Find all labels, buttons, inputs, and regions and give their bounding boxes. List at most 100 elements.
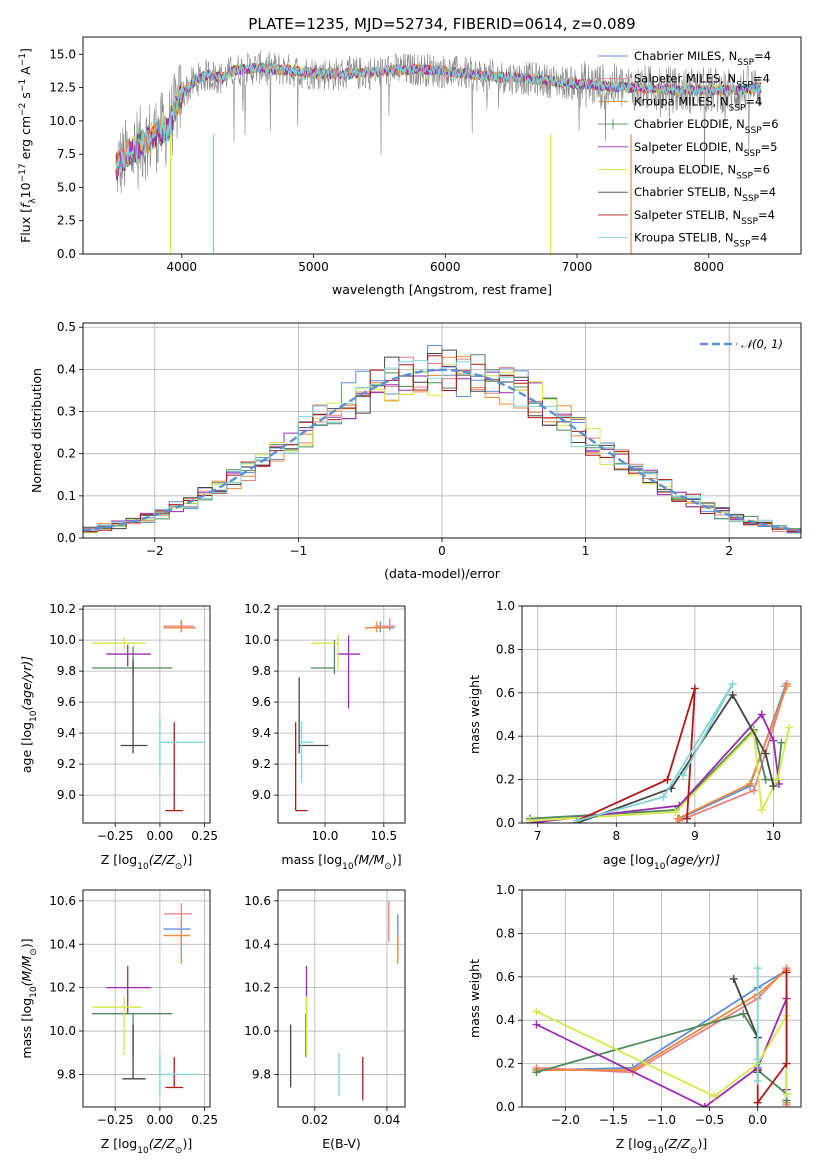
y-tick-label: 0.8 <box>496 926 515 940</box>
residuals-plot-area <box>83 345 801 534</box>
weight-marker <box>777 738 786 747</box>
weight_vs_Z-lines <box>532 964 791 1107</box>
x-tick-label: 8 <box>612 829 620 843</box>
figure-title: PLATE=1235, MJD=52734, FIBERID=0614, z=0… <box>248 15 635 33</box>
weight-marker <box>773 775 782 784</box>
legend-label-part: Kroupa STELIB, N <box>634 231 734 245</box>
legend-label-part: =6 <box>753 163 770 177</box>
legend-label-part: Kroupa MILES, N <box>634 94 729 108</box>
plot-layer: 4000 5000 6000 7000 80000.02.55.07.510.012.5… <box>18 36 802 1156</box>
legend-label: Chabrier ELODIE, NSSP=6 <box>634 117 779 136</box>
mass_vs_Z-xlabel: Z [log10(Z/Z⊙)] <box>101 1136 192 1156</box>
legend-label-part: Kroupa ELODIE, N <box>634 163 736 177</box>
legend-label-part: Salpeter STELIB, N <box>634 208 741 222</box>
legend-label-part: SSP <box>744 149 761 159</box>
y-tick-label: 0.8 <box>496 642 515 656</box>
y-tick-label: 10.2 <box>244 602 271 616</box>
x-tick-label: 7 <box>534 829 542 843</box>
model-spectrum-line <box>115 63 762 181</box>
y-tick-label: 0.6 <box>496 970 515 984</box>
y-tick-label: 9.8 <box>57 1067 76 1081</box>
y-tick-label: 0.0 <box>496 1100 515 1114</box>
weight-marker <box>532 1007 541 1016</box>
model-spectrum-line <box>115 62 762 175</box>
age_vs_Z-xlabel-part: )] <box>182 852 192 867</box>
legend-label-part: Chabrier MILES, N <box>634 49 737 63</box>
y-tick-label: 10.0 <box>49 114 76 128</box>
weight_vs_Z-xlabel-part: )] <box>697 1136 707 1151</box>
x-tick-label: 0.0 <box>748 1113 767 1127</box>
x-tick-label: −1.5 <box>599 1113 628 1127</box>
weight-age-xlabel-part: 10 <box>654 862 666 872</box>
legend-label-part: SSP <box>741 217 758 227</box>
age_vs_Z-xlabel-part: 10 <box>137 862 149 872</box>
legend-label: Chabrier MILES, NSSP=4 <box>634 49 771 68</box>
y-tick-label: 0.2 <box>496 1057 515 1071</box>
legend-label-part: Salpeter ELODIE, N <box>634 140 744 154</box>
weight-age-xlabel-part: (age/yr)] <box>665 852 720 867</box>
y-tick-label: 0.3 <box>57 405 76 419</box>
weight-line <box>576 683 734 822</box>
weight-marker <box>710 1092 719 1101</box>
x-tick-label: 0.02 <box>301 1113 328 1127</box>
weight-age-xlabel: age [log10(age/yr)] <box>603 852 720 872</box>
mass_vs_EBV-frame <box>277 889 406 1108</box>
y-tick-label: 10.6 <box>244 894 271 908</box>
ylabel-part: erg cm <box>18 116 33 164</box>
x-tick-label: 9 <box>691 829 699 843</box>
age_vs_Z-plot-area <box>91 619 205 812</box>
x-tick-label: 0.04 <box>374 1113 401 1127</box>
weight-marker <box>761 775 770 784</box>
age_vs_mass-xlabel-part: ⊙ <box>384 862 392 872</box>
y-tick-label: 9.6 <box>252 695 271 709</box>
y-tick-label: 10.0 <box>49 633 76 647</box>
y-tick-label: 9.4 <box>57 726 76 740</box>
weight-marker <box>769 782 778 791</box>
y-tick-label: 10.2 <box>49 981 76 995</box>
legend-label: Salpeter ELODIE, NSSP=5 <box>634 140 777 159</box>
weight_vs_Z-xlabel: Z [log10(Z/Z⊙)] <box>616 1136 707 1156</box>
x-tick-label: 0 <box>438 544 446 558</box>
weight-marker <box>769 736 778 745</box>
y-tick-label: 7.5 <box>57 147 76 161</box>
mass_vs_EBV-plot-area <box>289 900 399 1101</box>
weight-line <box>756 972 788 1106</box>
weight-marker <box>700 1103 709 1107</box>
x-tick-label: −2.0 <box>551 1113 580 1127</box>
age_vs_mass-xlabel-part: (M/M <box>354 852 385 867</box>
legend-label-part: SSP <box>736 172 753 182</box>
weight_vs_Z-frame <box>521 889 802 1108</box>
residual-histogram-step <box>83 360 801 534</box>
weight-marker <box>663 775 672 784</box>
y-tick-label: 1.0 <box>496 599 515 613</box>
y-tick-label: 12.5 <box>49 81 76 95</box>
weight-marker <box>782 1059 791 1068</box>
weight-marker <box>673 814 682 823</box>
ylabel-part: −2 <box>18 103 28 116</box>
y-tick-label: 10.0 <box>244 633 271 647</box>
weight-marker <box>679 771 688 780</box>
weight-marker <box>525 816 534 823</box>
y-tick-label: 9.6 <box>57 695 76 709</box>
y-tick-label: 0.0 <box>57 531 76 545</box>
weight-line <box>529 727 791 822</box>
gaussian-reference-curve <box>83 368 801 532</box>
x-tick-label: 10.0 <box>312 829 339 843</box>
y-tick-label: 9.2 <box>252 757 271 771</box>
ylabel-part: λ <box>28 198 38 204</box>
age_vs_mass-xlabel-part: 10 <box>342 862 354 872</box>
y-tick-label: 10.6 <box>49 894 76 908</box>
y-tick-label: 10.0 <box>244 1024 271 1038</box>
mass-ylabel-part: mass [log <box>19 998 34 1059</box>
weight-marker <box>785 723 794 732</box>
legend-label-part: SSP <box>736 81 753 91</box>
legend-label: Salpeter STELIB, NSSP=4 <box>634 208 775 227</box>
x-tick-label: 0.00 <box>147 1113 174 1127</box>
weight_vs_Z-xlabel-part: (Z/Z <box>664 1136 691 1151</box>
age-ylabel-part: 10 <box>29 710 39 722</box>
mass_vs_Z-xlabel-part: ⊙ <box>175 1146 183 1156</box>
weight-marker <box>739 1009 748 1018</box>
weight-marker <box>757 710 766 719</box>
